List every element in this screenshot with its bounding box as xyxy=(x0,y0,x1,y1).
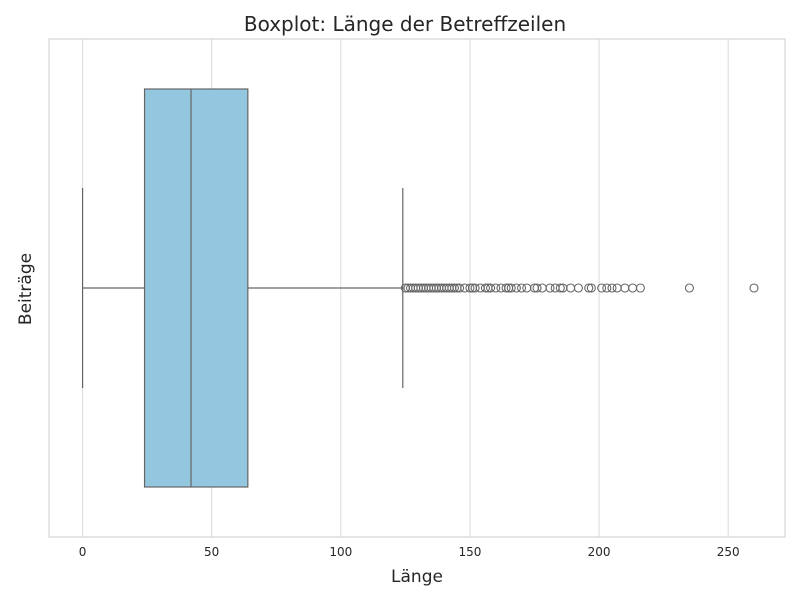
outlier-point xyxy=(501,283,511,293)
outlier-point xyxy=(597,283,607,293)
outlier-point xyxy=(470,283,480,293)
outlier-point xyxy=(602,283,612,293)
outlier-point xyxy=(517,283,527,293)
plot-frame xyxy=(48,38,786,538)
outlier-point xyxy=(684,283,694,293)
chart-title: Boxplot: Länge der Betreffzeilen xyxy=(244,12,566,36)
outlier-point xyxy=(486,283,496,293)
outlier-point xyxy=(555,283,565,293)
outlier-layer xyxy=(400,283,759,293)
iqr-box xyxy=(143,88,249,488)
outlier-point xyxy=(545,283,555,293)
outlier-point xyxy=(620,283,630,293)
outlier-point xyxy=(449,283,459,293)
x-axis-label: Länge xyxy=(391,567,443,587)
x-tick-label: 100 xyxy=(329,545,352,559)
outlier-point xyxy=(607,283,617,293)
outlier-point xyxy=(612,283,622,293)
outlier-point xyxy=(537,283,547,293)
outlier-point xyxy=(635,283,645,293)
x-tick-label: 0 xyxy=(79,545,87,559)
outlier-point xyxy=(511,283,521,293)
outlier-point xyxy=(532,283,542,293)
outlier-point xyxy=(586,283,596,293)
outlier-point xyxy=(480,283,490,293)
x-tick-label: 200 xyxy=(588,545,611,559)
outlier-point xyxy=(566,283,576,293)
outlier-point xyxy=(455,283,465,293)
x-tick-labels: 0 50 100 150 200 250 xyxy=(79,545,740,559)
x-tick-label: 250 xyxy=(717,545,740,559)
outlier-point xyxy=(506,283,516,293)
outlier-point xyxy=(749,283,759,293)
outlier-point xyxy=(522,283,532,293)
outlier-point xyxy=(584,283,594,293)
x-tick-label: 50 xyxy=(204,545,219,559)
box-layer xyxy=(81,88,404,488)
outlier-point xyxy=(491,283,501,293)
outlier-point xyxy=(573,283,583,293)
outlier-point xyxy=(628,283,638,293)
outlier-point xyxy=(465,283,475,293)
x-tick-label: 150 xyxy=(458,545,481,559)
y-axis-label: Beiträge xyxy=(16,253,36,325)
